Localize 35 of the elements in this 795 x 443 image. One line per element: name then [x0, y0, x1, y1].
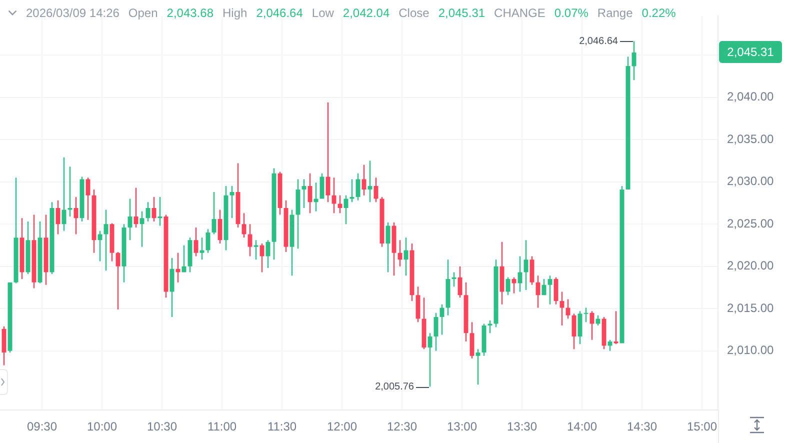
x-tick-label: 15:00 [686, 420, 718, 434]
annotation: 2026/03/09 14:26 [26, 5, 120, 21]
x-tick-label: 14:00 [566, 420, 598, 434]
annotation: 2,042.04 [342, 5, 390, 21]
price-tag: 2,045.31 [719, 41, 782, 64]
y-tick-label: 2,025.00 [727, 216, 774, 230]
x-tick-label: 14:30 [626, 420, 658, 434]
annotation: 0.22% [642, 5, 676, 21]
x-tick-label: 11:00 [207, 420, 237, 434]
y-tick-label: 2,035.00 [727, 132, 774, 146]
x-tick-label: 13:00 [446, 420, 478, 434]
y-tick-label: 2,015.00 [727, 300, 774, 315]
annotation: High [222, 5, 248, 21]
annotation: Range [597, 5, 633, 21]
y-tick-label: 2,020.00 [727, 258, 774, 273]
annotation: Open [128, 5, 158, 21]
y-tick-label: 2,010.00 [727, 343, 774, 358]
annotation: Close [398, 5, 430, 21]
annotation: 2,005.76 [375, 381, 414, 392]
annotation: 0.07% [554, 5, 588, 21]
x-tick-label: 10:00 [86, 420, 118, 434]
x-tick-label: 09:30 [26, 420, 58, 434]
y-tick-label: 2,030.00 [727, 174, 774, 188]
annotation: 2,046.64 [579, 36, 618, 47]
annotation: Low [312, 5, 334, 21]
y-tick-label: 2,040.00 [727, 90, 774, 104]
annotation: 2,045.31 [438, 5, 486, 21]
annotation: 2,046.64 [256, 5, 303, 21]
x-tick-label: 13:30 [506, 420, 538, 434]
x-tick-label: 12:00 [326, 420, 358, 434]
x-tick-label: 10:30 [146, 420, 178, 434]
annotation: 2,043.68 [166, 5, 214, 21]
x-tick-label: 11:30 [267, 420, 297, 434]
x-tick-label: 12:30 [386, 420, 418, 434]
annotation: CHANGE [494, 5, 546, 21]
